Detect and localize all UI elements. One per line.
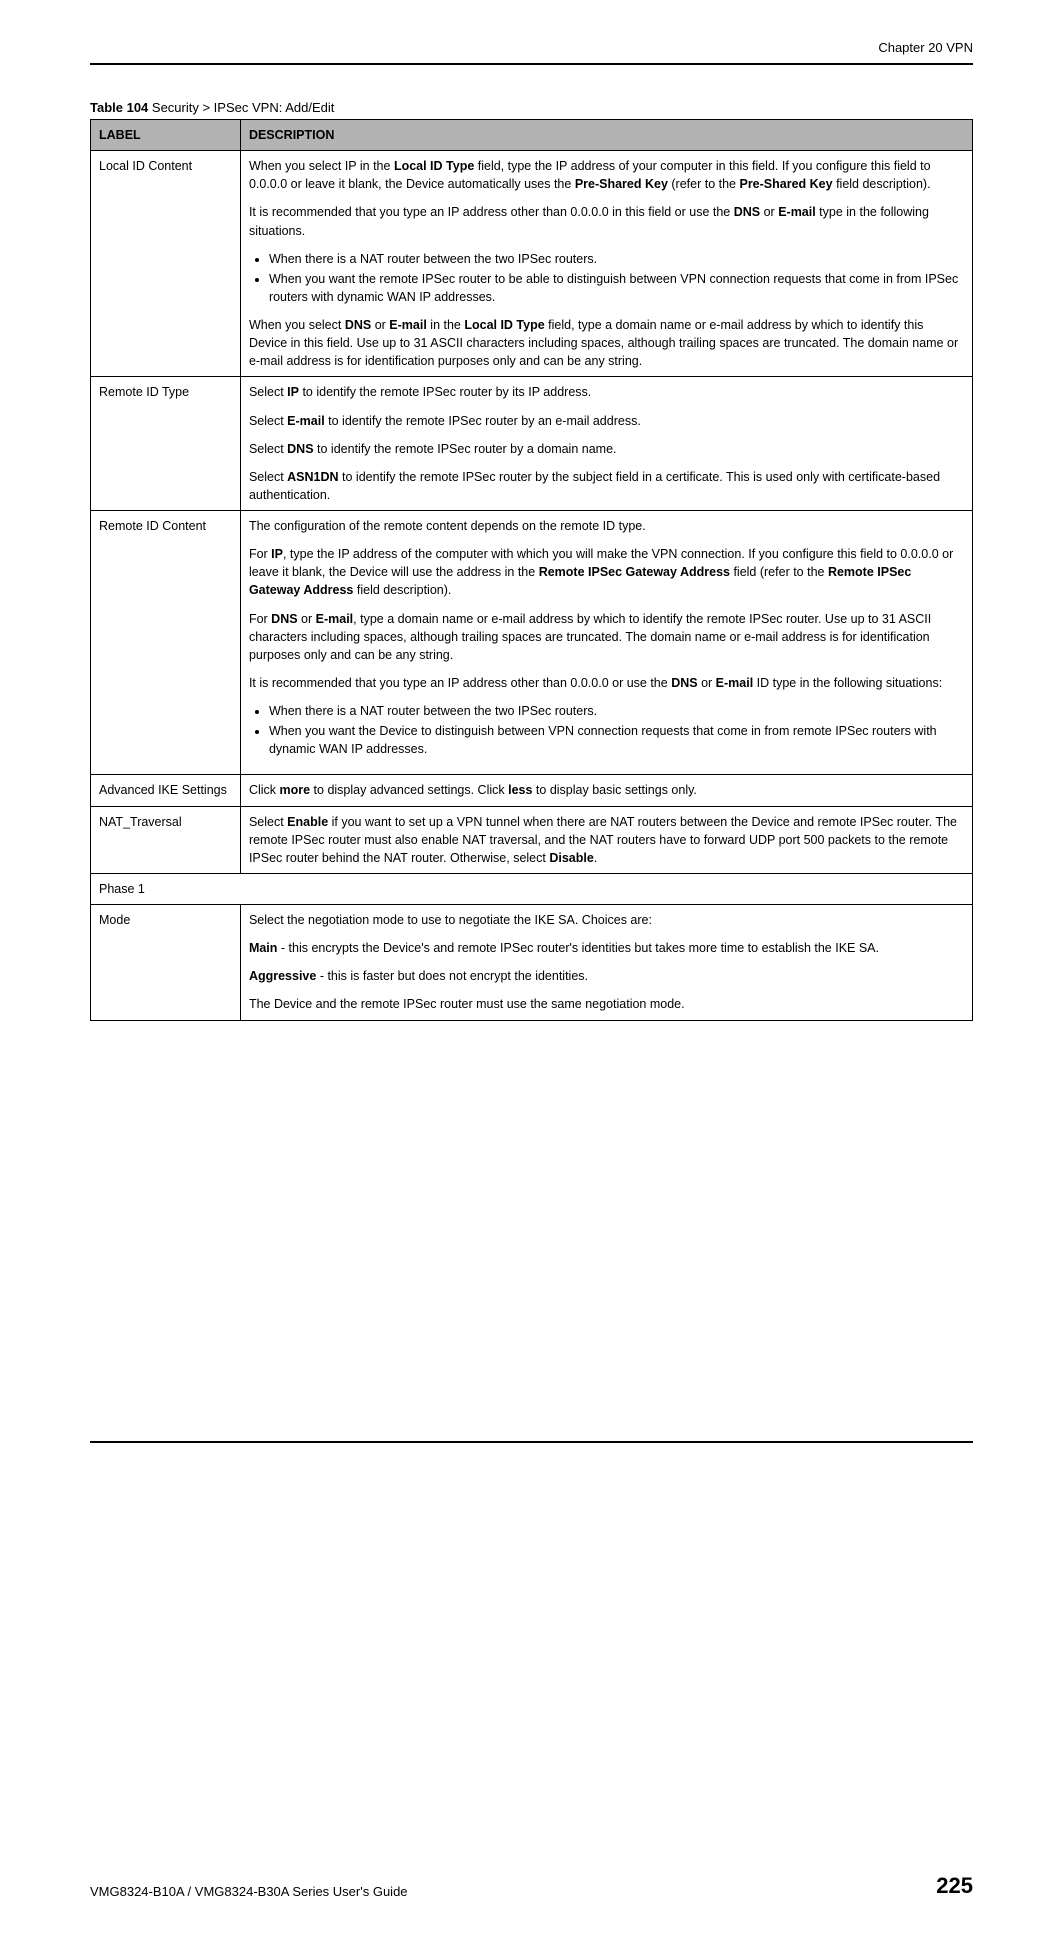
list-item: When there is a NAT router between the t… — [269, 702, 964, 720]
label-cell: Local ID Content — [91, 151, 241, 377]
page-number: 225 — [936, 1873, 973, 1899]
description-cell: Click more to display advanced settings.… — [240, 775, 972, 806]
table-title: Security > IPSec VPN: Add/Edit — [148, 100, 334, 115]
table-row: NAT_Traversal Select Enable if you want … — [91, 806, 973, 873]
table-row: Mode Select the negotiation mode to use … — [91, 905, 973, 1021]
list-item: When you want the Device to distinguish … — [269, 722, 964, 758]
settings-table: LABEL DESCRIPTION Local ID Content When … — [90, 119, 973, 1021]
description-cell: The configuration of the remote content … — [240, 511, 972, 775]
label-cell: Mode — [91, 905, 241, 1021]
guide-title: VMG8324-B10A / VMG8324-B30A Series User'… — [90, 1884, 408, 1899]
label-cell: Advanced IKE Settings — [91, 775, 241, 806]
table-row: Local ID Content When you select IP in t… — [91, 151, 973, 377]
section-header-cell: Phase 1 — [91, 873, 973, 904]
description-cell: When you select IP in the Local ID Type … — [240, 151, 972, 377]
description-cell: Select the negotiation mode to use to ne… — [240, 905, 972, 1021]
chapter-header: Chapter 20 VPN — [90, 40, 973, 55]
header-rule — [90, 63, 973, 65]
label-cell: Remote ID Type — [91, 377, 241, 511]
table-row: Advanced IKE Settings Click more to disp… — [91, 775, 973, 806]
table-row: Remote ID Type Select IP to identify the… — [91, 377, 973, 511]
table-caption: Table 104 Security > IPSec VPN: Add/Edit — [90, 100, 973, 115]
description-cell: Select IP to identify the remote IPSec r… — [240, 377, 972, 511]
list-item: When there is a NAT router between the t… — [269, 250, 964, 268]
page-footer: VMG8324-B10A / VMG8324-B30A Series User'… — [90, 1873, 973, 1899]
table-number: Table 104 — [90, 100, 148, 115]
header-description: DESCRIPTION — [240, 120, 972, 151]
table-row: Phase 1 — [91, 873, 973, 904]
label-cell: NAT_Traversal — [91, 806, 241, 873]
list-item: When you want the remote IPSec router to… — [269, 270, 964, 306]
label-cell: Remote ID Content — [91, 511, 241, 775]
description-cell: Select Enable if you want to set up a VP… — [240, 806, 972, 873]
table-row: Remote ID Content The configuration of t… — [91, 511, 973, 775]
header-label: LABEL — [91, 120, 241, 151]
footer-rule — [90, 1441, 973, 1443]
